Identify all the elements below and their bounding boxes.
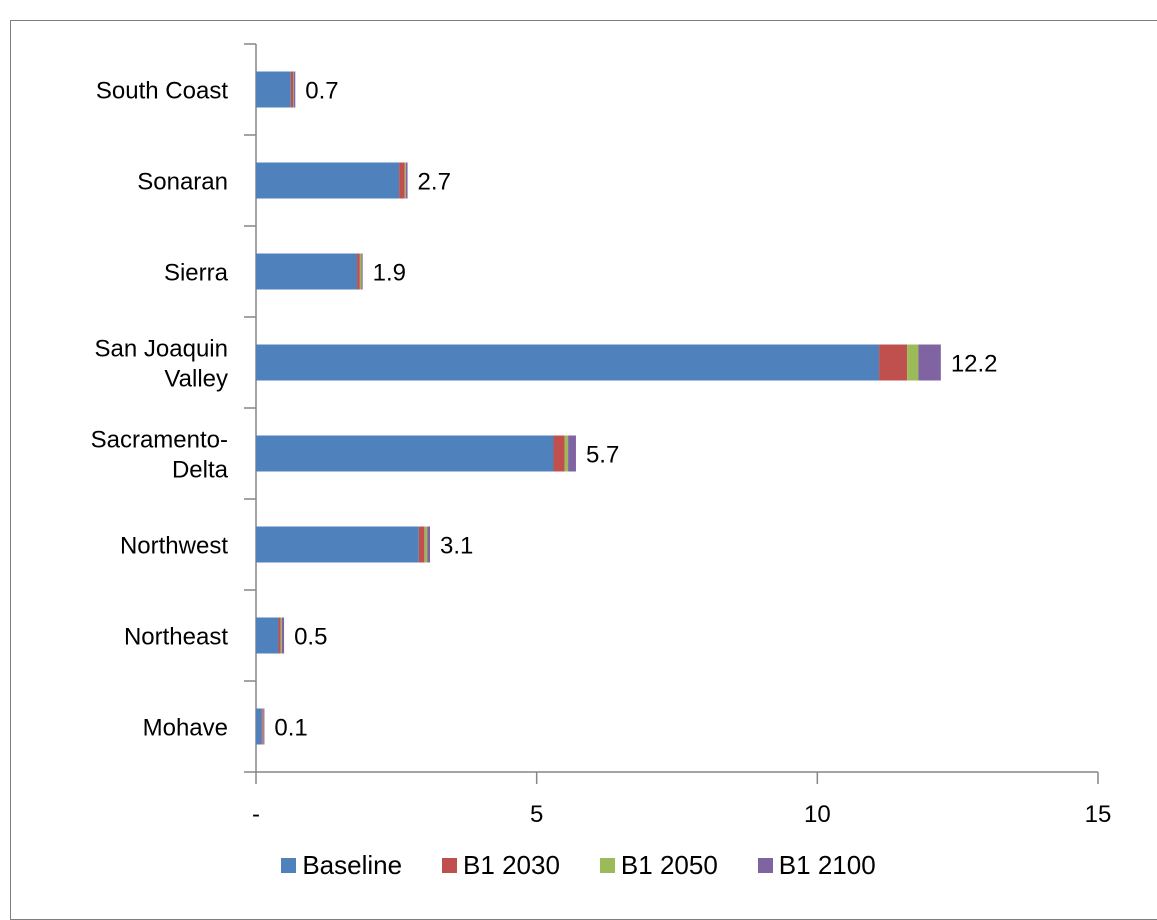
bar-segment [256, 617, 279, 654]
bar-segment [361, 253, 363, 290]
x-tick-label: 5 [530, 801, 543, 828]
x-tick-label: 10 [804, 801, 831, 828]
bar-segment [278, 617, 281, 654]
bar-segment [918, 344, 941, 381]
bar-segment [293, 71, 296, 108]
y-tick-label: Sonaran [137, 169, 228, 196]
bar-segment [568, 435, 576, 472]
bar-segment [256, 344, 880, 381]
bar-segment [553, 435, 565, 472]
bar-segment [256, 435, 554, 472]
bar-segment [290, 71, 294, 108]
y-tick-label: Mohave [143, 715, 228, 742]
bar-segment [424, 526, 428, 563]
bar-segment [261, 708, 263, 745]
data-label: 3.1 [440, 533, 473, 560]
bar-segment [418, 526, 425, 563]
legend-item: B1 2100 [757, 850, 876, 881]
legend: Baseline B1 2030 B1 2050 B1 2100 [0, 850, 1157, 881]
bar-segment [293, 71, 294, 108]
legend-label: B1 2030 [463, 850, 560, 880]
data-label: 0.5 [294, 624, 327, 651]
bar-segment [359, 253, 362, 290]
legend-swatch [442, 858, 458, 873]
bar-segment [427, 526, 431, 563]
chart-area: - 5 10 15 0.1 Mohave 0.5 Northeast 3.1 Northwest 5… [10, 20, 1157, 920]
bar-segment [256, 708, 262, 745]
bar-segment [879, 344, 908, 381]
bar-segment [907, 344, 919, 381]
top-cropped-title-strip [0, 0, 1157, 8]
data-label: 0.1 [274, 715, 307, 742]
bar-segment [256, 253, 358, 290]
data-label: 5.7 [586, 442, 619, 469]
y-tick-label: Sacramento-Delta [91, 427, 229, 484]
bar-segment [399, 162, 405, 199]
legend-swatch [757, 858, 773, 873]
y-tick-label: San Joaquin Valley [95, 336, 228, 393]
data-label: 1.9 [373, 260, 406, 287]
bar-segment [256, 526, 419, 563]
y-tick-label: South Coast [96, 78, 228, 105]
bar-segment [357, 253, 360, 290]
bar-segment [263, 708, 265, 745]
x-tick-label: 15 [1085, 801, 1112, 828]
y-tick-label: Sierra [164, 260, 229, 287]
y-tick-label: Northeast [124, 624, 228, 651]
data-label: 2.7 [418, 169, 451, 196]
legend-swatch [281, 858, 297, 873]
legend-label: B1 2100 [778, 850, 876, 880]
bar-segment [564, 435, 569, 472]
legend-swatch [599, 858, 615, 873]
legend-item: B1 2030 [442, 850, 560, 881]
bar-segment [281, 617, 285, 654]
x-tick-label: - [252, 801, 260, 828]
bar-segment [404, 162, 406, 199]
bar-segment [280, 617, 282, 654]
legend-label: B1 2050 [620, 850, 718, 880]
legend-item: B1 2050 [599, 850, 718, 881]
data-label: 12.2 [951, 351, 998, 378]
bar-segment [256, 162, 400, 199]
y-tick-label: Northwest [120, 533, 228, 560]
bar-segment [262, 708, 264, 745]
legend-item: Baseline [281, 850, 402, 881]
bar-segment [256, 71, 291, 108]
data-label: 0.7 [305, 78, 338, 105]
bar-segment [405, 162, 408, 199]
legend-label: Baseline [302, 850, 403, 880]
